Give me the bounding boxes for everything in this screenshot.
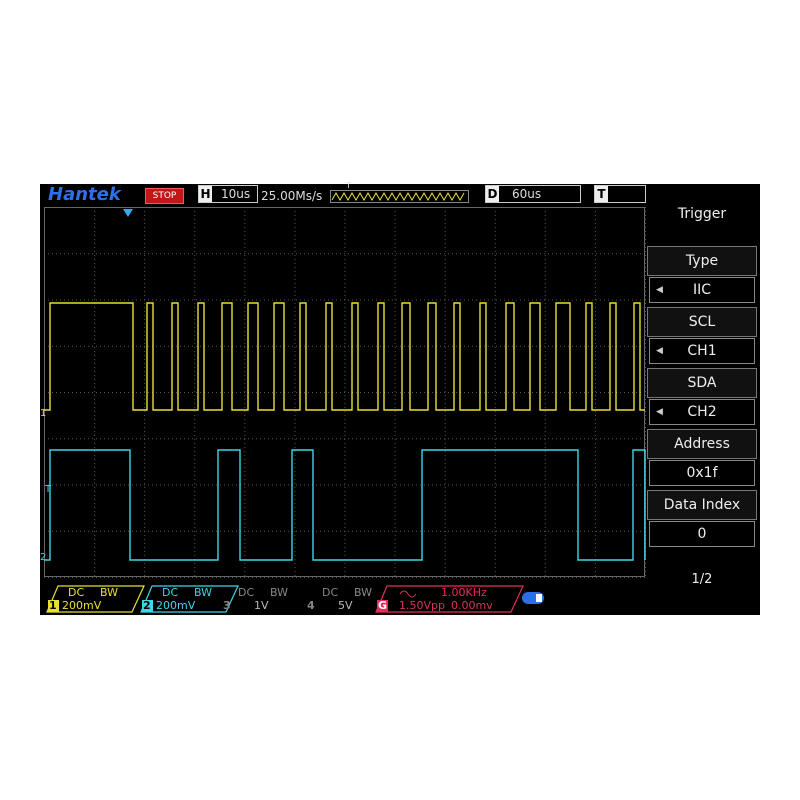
channel-coupling: DC: [162, 586, 179, 599]
menu-label: SDA: [647, 368, 757, 398]
channel-number: 2: [143, 599, 151, 612]
menu-item[interactable]: Data Index 0: [647, 490, 757, 548]
run-status[interactable]: STOP: [145, 188, 184, 204]
waveform: [44, 302, 645, 411]
menu-label: SCL: [647, 307, 757, 337]
channel-frame: [46, 585, 145, 613]
arrow-icon: ◀: [656, 346, 663, 356]
menu-item[interactable]: SDA ◀ CH2: [647, 368, 757, 426]
channel-scale: 1V: [254, 599, 269, 612]
memory-wave: [331, 191, 465, 202]
generator-amplitude: 1.50Vpp: [399, 599, 445, 612]
memory-frame: [330, 190, 469, 203]
delay-box: D 60us: [485, 185, 581, 203]
arrow-icon: ◀: [656, 407, 663, 417]
scope-screen: Hantek STOP H 10us 25.00Ms/s T D 60us T …: [40, 181, 760, 615]
menu-title: Trigger: [677, 206, 727, 222]
sample-rate: 25.00Ms/s: [261, 189, 323, 203]
menu-value: CH2: [687, 404, 717, 420]
channel-box[interactable]: 4 DC BW 5V: [300, 585, 400, 613]
channel-bandwidth: BW: [354, 586, 373, 599]
delay-label: D: [486, 186, 499, 202]
channel-bandwidth: BW: [270, 586, 289, 599]
channel-scale: 200mV: [156, 599, 196, 612]
generator-frame: [375, 585, 524, 613]
channel-frame: [140, 585, 239, 613]
waveform-area: [44, 207, 646, 578]
label-bg: [377, 600, 388, 612]
timebase: 10us: [221, 187, 251, 201]
delay-value: 60us: [512, 187, 542, 201]
menu-item[interactable]: Type ◀ IIC: [647, 246, 757, 304]
horizontal-label: H: [199, 186, 212, 202]
channel-box[interactable]: 2 DC BW 200mV: [140, 585, 240, 613]
menu-page[interactable]: 1/2: [691, 572, 713, 587]
brand: Hantek: [48, 184, 121, 205]
menu-item[interactable]: Address 0x1f: [647, 429, 757, 487]
channel-scale: 200mV: [62, 599, 102, 612]
menu-value-box[interactable]: ◀ CH2: [649, 399, 755, 425]
generator-box[interactable]: G 1.00KHz 1.50Vpp 0.00mv: [375, 585, 525, 613]
trigger-level-marker: T: [45, 484, 52, 495]
channel-coupling: DC: [238, 586, 255, 599]
memory-bar: [330, 190, 469, 203]
usb-icon[interactable]: [522, 591, 548, 605]
sine-icon: [399, 590, 417, 598]
channel-coupling: DC: [68, 586, 85, 599]
channel-number: 4: [307, 599, 315, 612]
channel-coupling: DC: [322, 586, 339, 599]
trigger-position-marker: T: [346, 181, 351, 190]
menu-item[interactable]: SCL ◀ CH1: [647, 307, 757, 365]
waveform: [44, 449, 646, 561]
channel-box[interactable]: 3 DC BW 1V: [216, 585, 316, 613]
arrow-icon: ◀: [656, 285, 663, 295]
menu-value[interactable]: 0x1f: [649, 460, 755, 486]
generator-frequency: 1.00KHz: [441, 586, 487, 599]
menu-value-box[interactable]: ◀ CH1: [649, 338, 755, 364]
toggle-knob: [536, 594, 542, 602]
generator-label: G: [378, 599, 388, 612]
menu-value: CH1: [687, 343, 717, 359]
menu-value[interactable]: 0: [649, 521, 755, 547]
menu-value: IIC: [692, 282, 712, 298]
channel-scale: 5V: [338, 599, 353, 612]
label-bg: [142, 600, 153, 612]
ch2-marker: 2: [40, 552, 47, 563]
trigger-position-marker: [123, 209, 133, 217]
ch1-marker: 1: [40, 408, 47, 419]
label-bg: [48, 600, 59, 612]
trigger-box: T: [594, 185, 646, 203]
horizontal-box: H 10us: [198, 185, 258, 203]
channel-number: 3: [223, 599, 231, 612]
grid-frame: [44, 207, 645, 577]
generator-offset: 0.00mv: [451, 599, 493, 612]
channel-box[interactable]: 1 DC BW 200mV: [46, 585, 146, 613]
menu-value-box[interactable]: ◀ IIC: [649, 277, 755, 303]
menu-label: Address: [647, 429, 757, 459]
channel-bandwidth: BW: [100, 586, 119, 599]
channel-number: 1: [49, 599, 57, 612]
menu-label: Type: [647, 246, 757, 276]
trigger-label: T: [595, 186, 608, 202]
channel-bandwidth: BW: [194, 586, 213, 599]
menu-label: Data Index: [647, 490, 757, 520]
